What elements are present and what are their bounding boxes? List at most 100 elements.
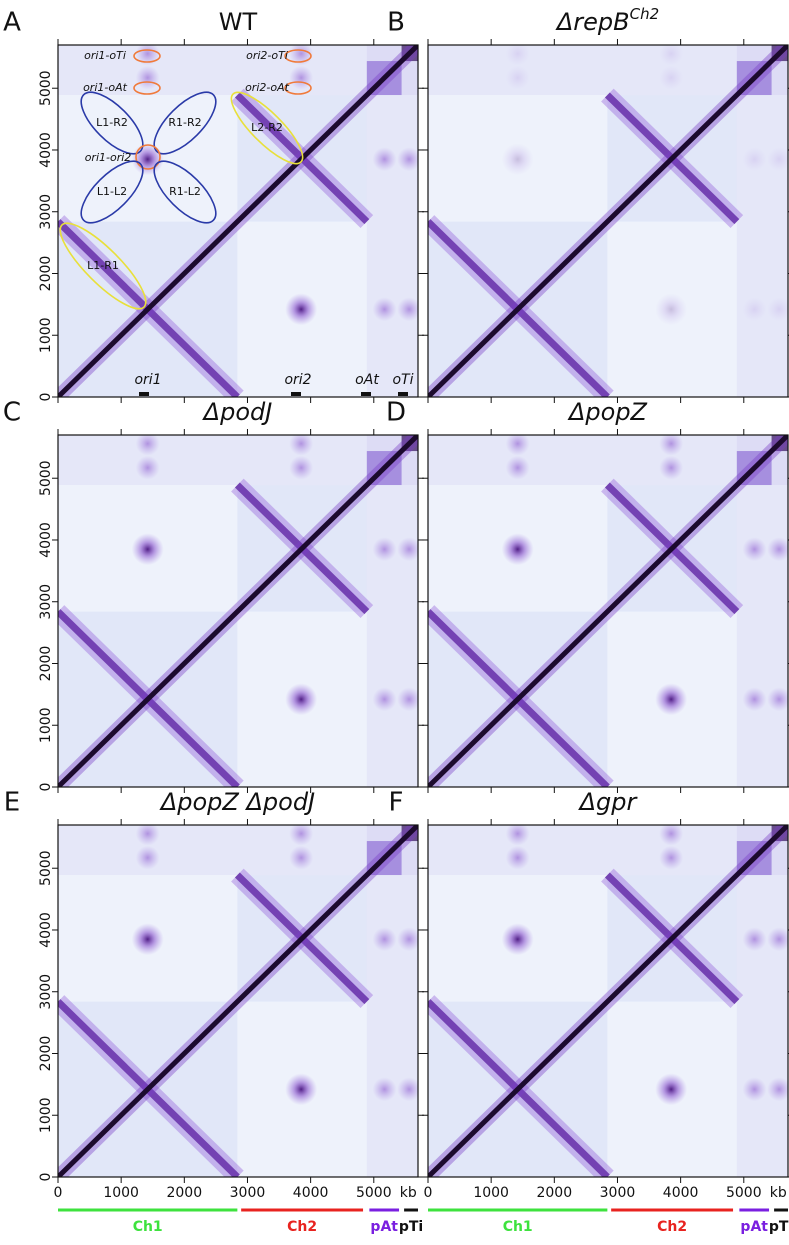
diagonal [58, 825, 418, 1177]
plasmid-stripe [428, 435, 788, 486]
ori-plasmid-contact [505, 825, 530, 846]
ori-plasmid-contact [289, 455, 314, 480]
ori-plasmid-contact [742, 537, 767, 562]
diagonal [428, 45, 788, 397]
plasmid-stripe [736, 45, 788, 397]
annotation-label: ori2-oTi [246, 49, 288, 62]
annotation-shape [284, 49, 312, 63]
locus-bar [361, 392, 371, 396]
annotation-shape [80, 91, 144, 155]
annotation-label: ori1-oTi [84, 49, 126, 62]
ori-plasmid-contact [372, 687, 397, 712]
y-tick-label: 5000 [38, 460, 54, 496]
annotation-label: L1-L2 [97, 185, 127, 198]
y-tick-label: 4000 [38, 522, 54, 558]
plasmid-stripe [58, 45, 418, 96]
plasmid-stripe [366, 825, 418, 1177]
panel-letter: C [3, 398, 21, 428]
y-tick-label: 1000 [38, 707, 54, 743]
ori-plasmid-contact [505, 65, 530, 90]
ori-plasmid-contact [742, 1077, 767, 1102]
ori-plasmid-contact [742, 297, 767, 322]
annotation-shape [135, 144, 161, 170]
ori-contact [285, 1073, 318, 1106]
ori-contact [501, 533, 534, 566]
annotation-label: L2-R2 [251, 121, 283, 134]
y-tick-label: 1000 [38, 317, 54, 353]
replicon-label: pAt [370, 1219, 398, 1235]
ori-plasmid-contact [397, 1077, 418, 1102]
heatmap [428, 45, 788, 397]
x-tick-label: 3000 [230, 1185, 266, 1201]
x-tick-label: 0 [54, 1185, 63, 1201]
y-tick-label: 2000 [38, 256, 54, 292]
x-tick-label: 1000 [473, 1185, 509, 1201]
ori-contact [501, 143, 534, 176]
x-tick-label: 2000 [166, 1185, 202, 1201]
panel-title: ΔpopZ ΔpodJ [159, 788, 315, 816]
replicon-label: Ch1 [133, 1219, 163, 1235]
title-main: Δgpr [578, 788, 639, 816]
ori-plasmid-contact [397, 147, 418, 172]
annotation-label: R1-R2 [168, 116, 201, 129]
x-tick-label: 4000 [293, 1185, 329, 1201]
diagonal [58, 435, 418, 787]
ori-contact [655, 293, 688, 326]
y-tick-label: 4000 [38, 912, 54, 948]
heatmap [58, 825, 418, 1177]
ori-plasmid-contact [742, 927, 767, 952]
y-tick-label: 0 [38, 393, 54, 402]
panel-title: ΔrepBCh2 [555, 5, 659, 37]
locus-label: oAt [355, 372, 379, 388]
ori-plasmid-contact [767, 927, 788, 952]
x-tick-label: 2000 [536, 1185, 572, 1201]
replicon-label: Ch1 [503, 1219, 533, 1235]
y-tick-label: 3000 [38, 584, 54, 620]
ori-contact [501, 923, 534, 956]
ori-contact [131, 533, 164, 566]
annotation-label: R1-L2 [169, 185, 201, 198]
replicon-label: Ch2 [657, 1219, 687, 1235]
x-unit: kb [400, 1185, 417, 1201]
ori-plasmid-contact [659, 455, 684, 480]
locus-bar [291, 392, 301, 396]
ori-plasmid-contact [372, 1077, 397, 1102]
ori-plasmid-contact [372, 537, 397, 562]
ori-plasmid-contact [505, 45, 530, 66]
frame [427, 44, 789, 398]
diagonal [58, 45, 418, 397]
y-tick-label: 0 [38, 1173, 54, 1182]
heatmap [58, 45, 418, 397]
ori-plasmid-contact [289, 825, 314, 846]
annotation-shape [59, 222, 147, 310]
replicon-label: pTi [769, 1219, 789, 1235]
y-tick-label: 4000 [38, 132, 54, 168]
annotation-shape [133, 81, 161, 95]
ori-plasmid-contact [659, 825, 684, 846]
title-main: ΔrepB [555, 8, 630, 36]
panel-title: Δgpr [578, 788, 639, 816]
ori-contact [131, 923, 164, 956]
title-main: ΔpodJ [202, 398, 273, 426]
ori-plasmid-contact [767, 147, 788, 172]
replicon-label: Ch2 [287, 1219, 317, 1235]
plasmid-stripe [428, 825, 788, 876]
plasmid-stripe [736, 435, 788, 787]
plasmid-stripe [366, 45, 418, 397]
frame [427, 824, 789, 1178]
locus-bar [139, 392, 149, 396]
heatmap [428, 825, 788, 1177]
ori-plasmid-contact [135, 825, 160, 846]
locus-label: ori1 [134, 372, 161, 388]
ori-plasmid-contact [135, 455, 160, 480]
title-main: ΔpopZ ΔpodJ [159, 788, 315, 816]
ori-plasmid-contact [397, 687, 418, 712]
annotation-shape [284, 81, 312, 95]
ori-plasmid-contact [505, 435, 530, 456]
replicon-label: pAt [740, 1219, 768, 1235]
x-tick-label: 0 [424, 1185, 433, 1201]
y-tick-label: 3000 [38, 974, 54, 1010]
y-tick-label: 2000 [38, 1036, 54, 1072]
heatmap [428, 435, 788, 787]
annotation-label: ori2-oAt [245, 81, 290, 94]
